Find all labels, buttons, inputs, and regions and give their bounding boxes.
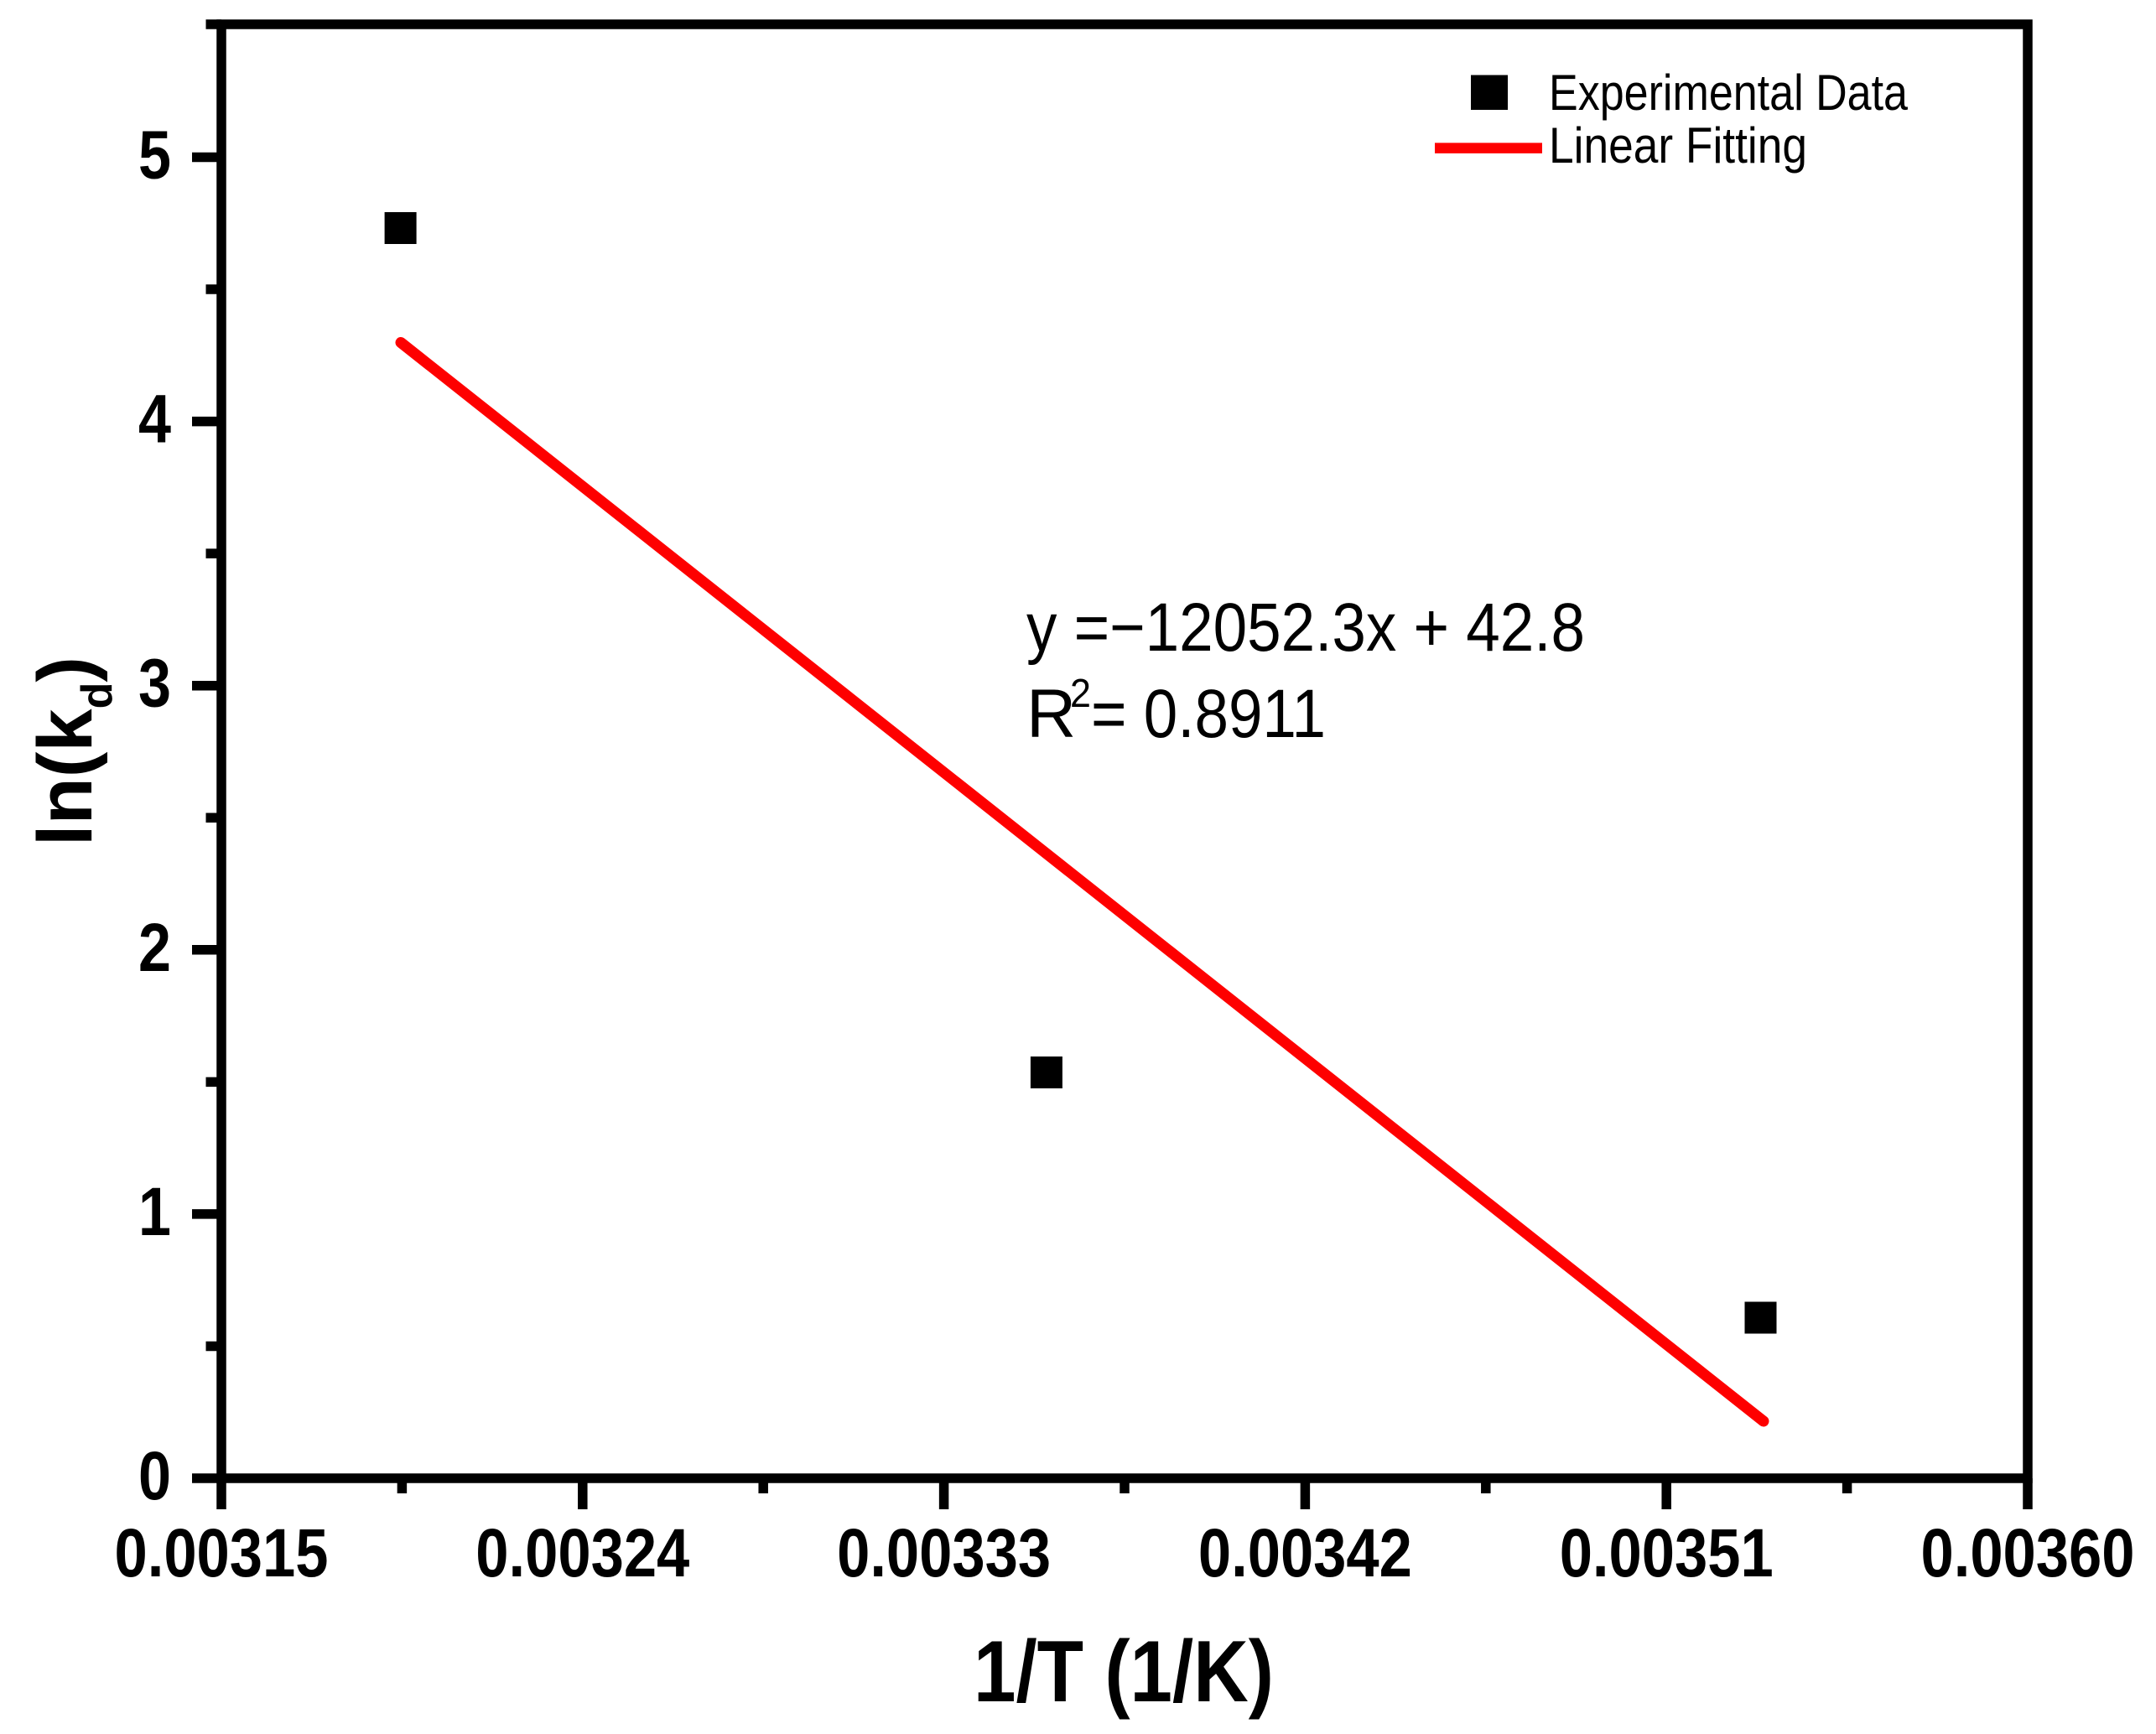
svg-text:0.00342: 0.00342 <box>1198 1515 1412 1591</box>
svg-text:R: R <box>1026 676 1076 752</box>
svg-text:0.00351: 0.00351 <box>1560 1515 1774 1591</box>
svg-text:2: 2 <box>1070 672 1091 716</box>
svg-text:0.00315: 0.00315 <box>115 1515 329 1591</box>
svg-text:4: 4 <box>138 382 171 458</box>
svg-text:Linear Fitting: Linear Fitting <box>1549 117 1807 174</box>
svg-text:y =−12052.3x + 42.8: y =−12052.3x + 42.8 <box>1026 589 1585 666</box>
svg-text:3: 3 <box>138 646 171 722</box>
svg-text:2: 2 <box>138 910 171 986</box>
svg-text:1/T (1/K): 1/T (1/K) <box>974 1623 1274 1721</box>
svg-text:0.00324: 0.00324 <box>475 1515 689 1591</box>
svg-text:Experimental Data: Experimental Data <box>1549 65 1909 121</box>
svg-text:0.00333: 0.00333 <box>837 1515 1051 1591</box>
svg-text:0: 0 <box>138 1438 171 1514</box>
svg-text:5: 5 <box>138 117 171 194</box>
svg-text:= 0.8911: = 0.8911 <box>1091 676 1326 752</box>
svg-text:1: 1 <box>138 1174 171 1250</box>
svg-text:0.00360: 0.00360 <box>1921 1515 2135 1591</box>
